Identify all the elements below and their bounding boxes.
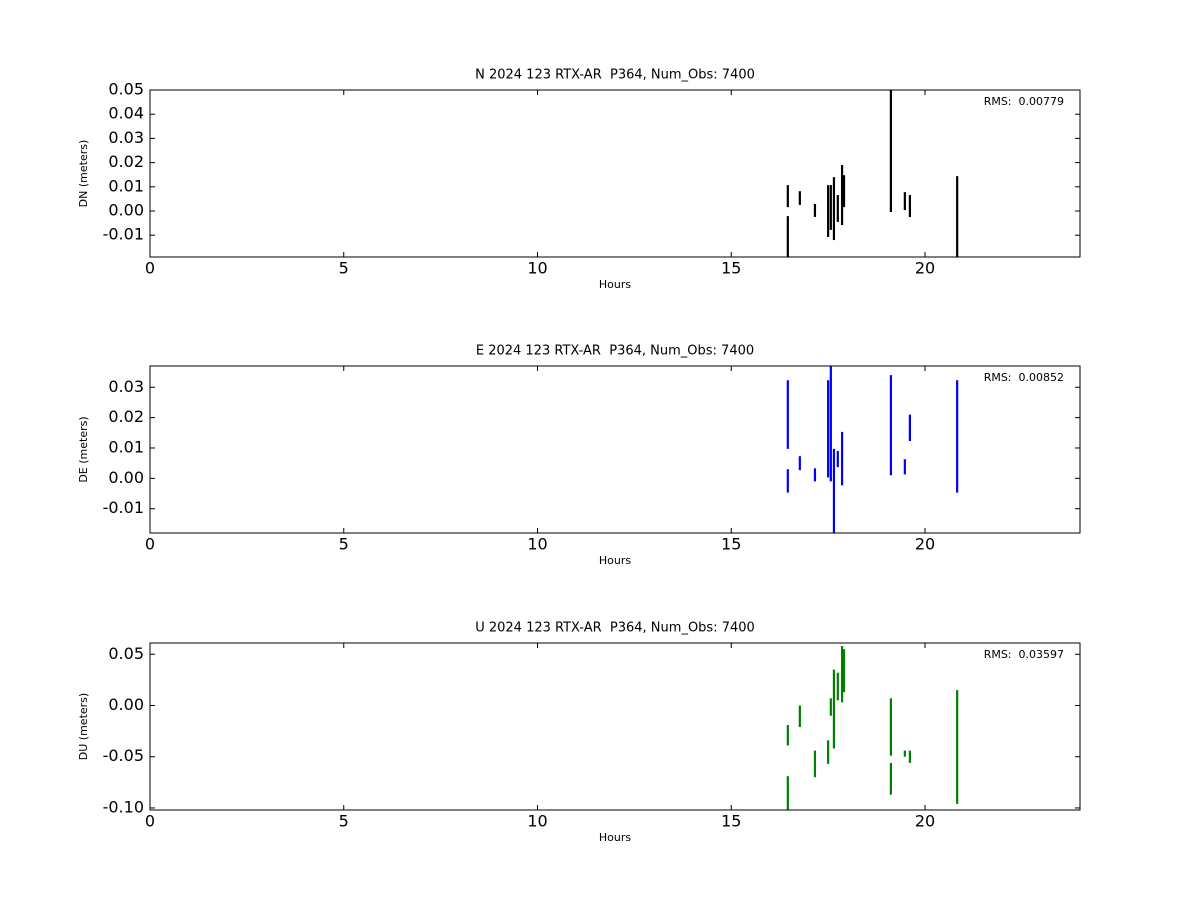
x-tick-label: 10 [527, 535, 547, 554]
x-tick-label: 5 [339, 812, 349, 831]
x-tick-label: 15 [721, 812, 741, 831]
y-tick-label: -0.01 [103, 498, 144, 517]
y-tick-label: 0.05 [108, 644, 144, 663]
y-tick-label: 0.03 [108, 377, 144, 396]
y-tick-label: 0.02 [108, 152, 144, 171]
plot-frame [149, 89, 1081, 258]
x-tick-label: 10 [527, 812, 547, 831]
y-tick-label: 0.01 [108, 176, 144, 195]
annotation: RMS: 0.00779 [984, 95, 1064, 108]
x-tick-label: 20 [915, 259, 935, 278]
x-tick-label: 20 [915, 812, 935, 831]
x-tick-label: 10 [527, 259, 547, 278]
x-axis-label: Hours [599, 554, 631, 567]
y-axis-label: DE (meters) [77, 416, 90, 482]
x-tick-label: 5 [339, 535, 349, 554]
y-tick-label: -0.01 [103, 225, 144, 244]
plot-frame [149, 365, 1081, 534]
x-tick-label: 0 [145, 812, 155, 831]
y-axis-label: DU (meters) [77, 693, 90, 760]
y-tick-label: -0.05 [103, 746, 144, 765]
chart-title: U 2024 123 RTX-AR P364, Num_Obs: 7400 [475, 621, 755, 636]
y-tick-label: 0.01 [108, 437, 144, 456]
x-tick-label: 15 [721, 259, 741, 278]
annotation: RMS: 0.00852 [984, 371, 1064, 384]
x-axis-label: Hours [599, 831, 631, 844]
annotation: RMS: 0.03597 [984, 648, 1064, 661]
x-tick-label: 20 [915, 535, 935, 554]
x-tick-label: 0 [145, 259, 155, 278]
y-tick-label: -0.10 [103, 797, 144, 816]
plot-frame [149, 642, 1081, 811]
chart-title: N 2024 123 RTX-AR P364, Num_Obs: 7400 [475, 68, 755, 83]
y-tick-label: 0.04 [108, 104, 144, 123]
y-axis-label: DN (meters) [77, 140, 90, 208]
x-axis-label: Hours [599, 278, 631, 291]
y-tick-label: 0.00 [108, 695, 144, 714]
y-tick-label: 0.00 [108, 468, 144, 487]
y-tick-label: 0.00 [108, 201, 144, 220]
chart-title: E 2024 123 RTX-AR P364, Num_Obs: 7400 [476, 344, 754, 359]
y-tick-label: 0.03 [108, 128, 144, 147]
y-tick-label: 0.02 [108, 407, 144, 426]
x-tick-label: 0 [145, 535, 155, 554]
y-tick-label: 0.05 [108, 80, 144, 99]
x-tick-label: 5 [339, 259, 349, 278]
x-tick-label: 15 [721, 535, 741, 554]
